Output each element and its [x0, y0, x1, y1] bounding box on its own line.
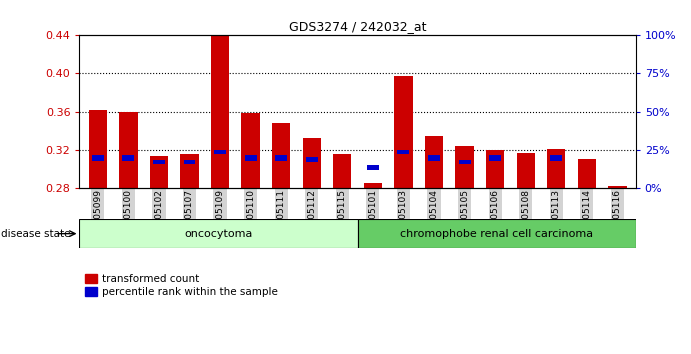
Bar — [578, 159, 596, 188]
Legend: transformed count, percentile rank within the sample: transformed count, percentile rank withi… — [85, 274, 278, 297]
Text: disease state: disease state — [1, 229, 71, 239]
Bar — [397, 149, 409, 154]
Bar — [153, 160, 165, 164]
Text: oncocytoma: oncocytoma — [184, 229, 253, 239]
Bar — [428, 155, 440, 161]
Bar — [184, 160, 196, 164]
Bar — [211, 35, 229, 188]
Bar — [425, 136, 443, 188]
Bar — [303, 138, 321, 188]
Bar — [122, 155, 134, 161]
Bar — [180, 154, 198, 188]
Bar — [333, 154, 352, 188]
Bar — [272, 123, 290, 188]
Bar — [92, 155, 104, 161]
Bar — [486, 149, 504, 188]
Bar — [150, 156, 168, 188]
Title: GDS3274 / 242032_at: GDS3274 / 242032_at — [289, 20, 426, 33]
Bar — [367, 165, 379, 170]
Bar — [119, 112, 138, 188]
Bar — [395, 76, 413, 188]
Bar — [275, 155, 287, 161]
Bar — [608, 186, 627, 188]
Bar — [489, 155, 501, 161]
Bar — [455, 146, 474, 188]
Bar — [516, 153, 535, 188]
Bar — [459, 160, 471, 164]
Text: chromophobe renal cell carcinoma: chromophobe renal cell carcinoma — [400, 229, 593, 239]
Bar — [214, 149, 226, 154]
Bar — [547, 149, 565, 188]
Bar — [550, 155, 562, 161]
FancyBboxPatch shape — [358, 219, 636, 248]
Bar — [245, 155, 256, 161]
Bar — [306, 157, 318, 162]
Bar — [88, 110, 107, 188]
FancyBboxPatch shape — [79, 219, 358, 248]
Bar — [363, 183, 382, 188]
Bar — [241, 113, 260, 188]
